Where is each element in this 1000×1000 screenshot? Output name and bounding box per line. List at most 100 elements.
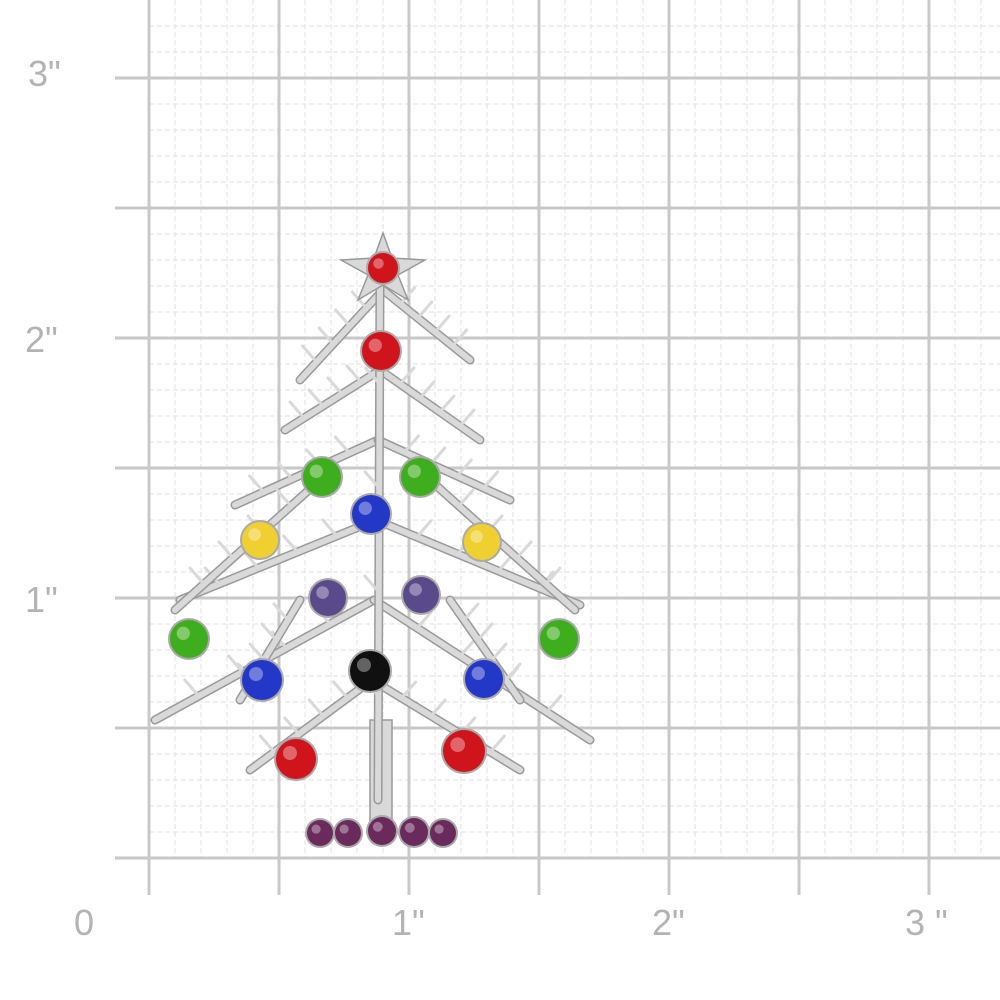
tree-twig: [429, 698, 447, 718]
gem-blue: [352, 495, 390, 533]
tree-branch: [447, 597, 523, 703]
gem-amethyst: [430, 820, 456, 846]
tree-branch: [247, 677, 375, 773]
gem-highlight: [471, 666, 485, 680]
tree-twig: [415, 519, 433, 539]
gem-purple: [310, 580, 346, 616]
tree-twig: [321, 518, 339, 538]
gem-highlight: [409, 583, 422, 596]
tree-twig: [363, 470, 381, 490]
tree-twig: [458, 408, 476, 428]
tree-twig: [363, 574, 381, 594]
tree-twig: [307, 698, 325, 718]
tree-twig: [248, 474, 266, 494]
gem-highlight: [311, 824, 321, 834]
tree-twig: [307, 388, 325, 408]
tree-branch: [427, 477, 578, 613]
tree-twig: [288, 400, 306, 420]
gem-highlight: [368, 338, 382, 352]
gem-black: [350, 651, 390, 691]
tree-twig: [345, 364, 363, 384]
gem-highlight: [546, 626, 560, 640]
gem-red: [362, 332, 400, 370]
tree-twig: [398, 286, 416, 306]
tree-twig: [418, 380, 436, 400]
y-label-2in: 2": [25, 319, 58, 360]
tree-twig: [248, 642, 266, 662]
gem-highlight: [357, 658, 371, 672]
tree-branch: [369, 677, 523, 773]
gem-highlight: [372, 821, 383, 832]
tree-twig: [332, 680, 350, 700]
tree-twig: [398, 366, 416, 386]
tree-branch: [177, 517, 379, 603]
tree-twig: [282, 534, 300, 554]
tree-twig: [544, 566, 562, 586]
tree-branch: [377, 367, 483, 443]
gem-amethyst: [368, 817, 396, 845]
tree-twig: [482, 470, 500, 490]
gem-highlight: [450, 737, 466, 753]
gem-green: [540, 620, 578, 658]
tree-twig: [476, 622, 494, 642]
y-label-3in: 3": [28, 53, 61, 94]
tree-branch: [373, 517, 583, 608]
tree-twig: [415, 610, 433, 630]
tree-twig: [457, 488, 475, 508]
tree-branch: [297, 287, 386, 383]
tree-twig: [183, 678, 201, 698]
tree-twig: [451, 328, 469, 348]
tree-branch: [375, 437, 513, 503]
gem-highlight: [316, 586, 329, 599]
tree-twig: [326, 376, 344, 396]
gem-aurora: [464, 524, 500, 560]
tree-twig: [458, 638, 476, 658]
x-label-1in: 1": [392, 902, 425, 943]
gem-highlight: [373, 258, 384, 269]
tree-twig: [504, 662, 522, 682]
tree-twig: [402, 434, 420, 454]
tree-twig: [438, 394, 456, 414]
gem-red: [368, 253, 398, 283]
tree-twig: [283, 716, 301, 736]
gem-amethyst: [307, 820, 333, 846]
x-label-2in: 2": [652, 902, 685, 943]
y-label-1in: 1": [25, 579, 58, 620]
gem-highlight: [470, 530, 483, 543]
gem-green: [170, 620, 208, 658]
tree-twig: [490, 642, 508, 662]
tree-twig: [400, 680, 418, 700]
gem-green: [401, 458, 439, 496]
x-label-0: 0: [74, 902, 95, 943]
tree-twig: [488, 734, 506, 754]
gem-highlight: [249, 667, 263, 681]
tree-twig: [227, 654, 245, 674]
tree-twig: [258, 734, 276, 754]
gem-highlight: [309, 464, 323, 478]
gem-highlight: [358, 501, 372, 515]
tree-twig: [515, 540, 533, 560]
gem-highlight: [407, 464, 421, 478]
gem-highlight: [434, 824, 444, 834]
tree-twig: [217, 540, 235, 560]
tree-twig: [260, 622, 278, 642]
gem-amethyst: [335, 820, 361, 846]
tree-twig: [416, 300, 434, 320]
gem-highlight: [404, 822, 415, 833]
gem-blue: [465, 660, 503, 698]
gem-red: [276, 739, 316, 779]
gem-highlight: [248, 528, 261, 541]
tree-branch: [282, 367, 383, 433]
tree-twig: [455, 458, 473, 478]
tree-twig: [333, 435, 351, 455]
tree-twig: [462, 602, 480, 622]
gem-highlight: [283, 746, 297, 760]
tree-twig: [433, 314, 451, 334]
gem-purple: [403, 577, 439, 613]
tree-twig: [275, 488, 293, 508]
gem-amethyst: [400, 818, 428, 846]
tree-twig: [317, 326, 335, 346]
